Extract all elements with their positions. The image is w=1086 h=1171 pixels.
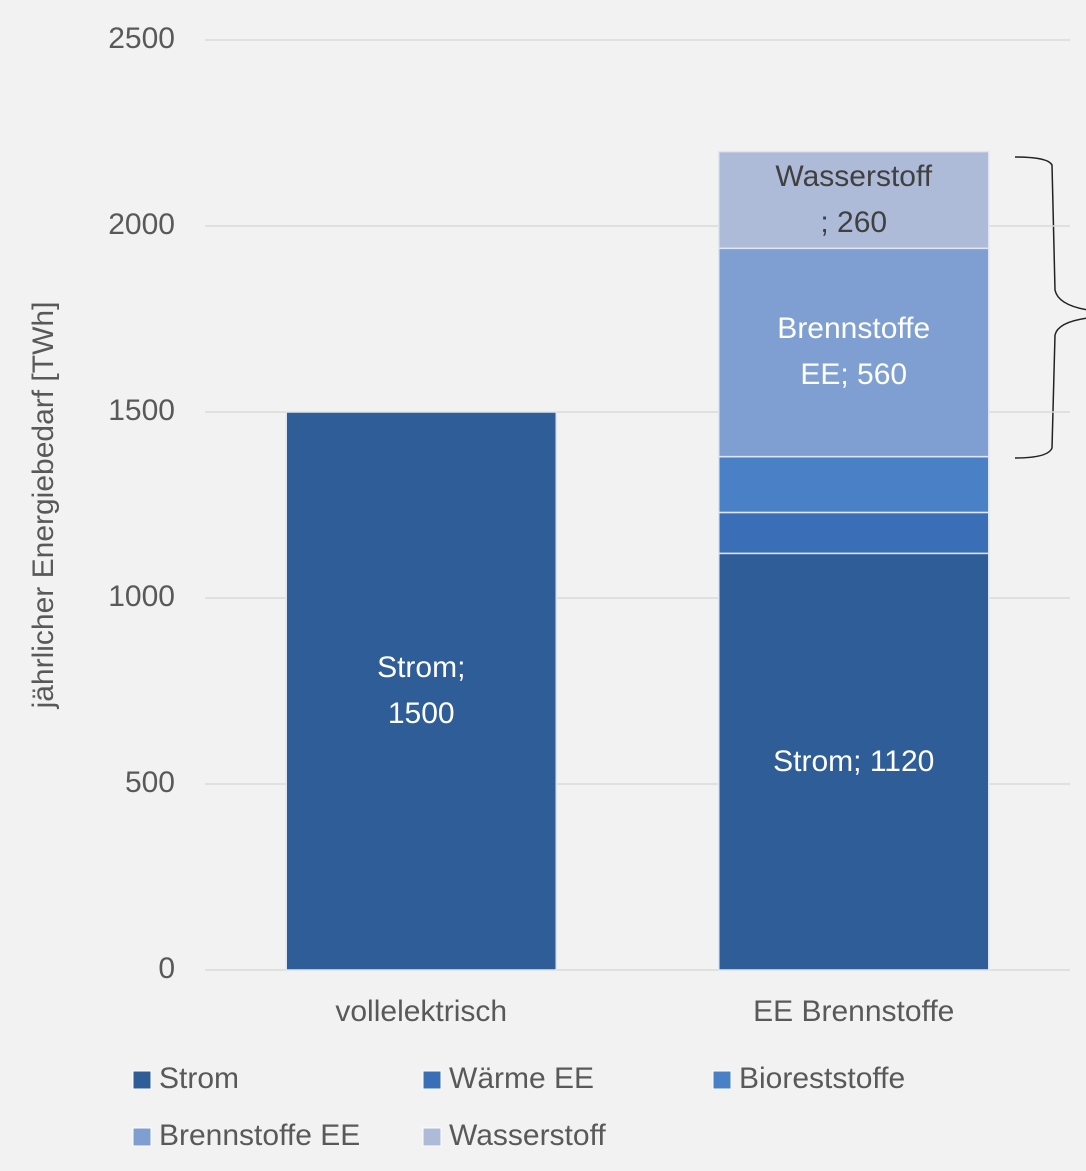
- legend-label: Bioreststoffe: [739, 1062, 905, 1095]
- brace: [1014, 156, 1086, 459]
- bar-segment: [718, 247, 990, 458]
- y-axis-label: jährlicher Energiebedarf [TWh]: [27, 302, 60, 710]
- y-tick-label: 1500: [108, 394, 175, 427]
- y-tick-label: 0: [158, 952, 175, 985]
- data-label: Strom; 1120: [773, 744, 935, 778]
- y-tick-label: 2000: [108, 208, 175, 241]
- bar-segment: [718, 511, 990, 555]
- data-label: Strom; 1500: [377, 651, 466, 730]
- legend-label: Brennstoffe EE: [159, 1119, 360, 1152]
- x-tick-label: vollelektrisch: [335, 995, 507, 1028]
- legend-marker: [422, 1070, 442, 1090]
- bar-segment: [718, 455, 990, 514]
- bar-segment: [285, 411, 557, 971]
- bar-segment: [718, 150, 990, 250]
- data-label: Brennstoffe EE; 560: [777, 312, 931, 392]
- legend-label: Strom: [159, 1062, 239, 1095]
- x-tick-label: EE Brennstoffe: [753, 995, 954, 1028]
- y-tick-label: 500: [125, 766, 175, 799]
- legend-label: Wasserstoff: [449, 1119, 606, 1152]
- y-tick-label: 2500: [108, 22, 175, 55]
- legend-marker: [422, 1127, 442, 1147]
- y-tick-label: 1000: [108, 580, 175, 613]
- legend-marker: [712, 1070, 732, 1090]
- legend-marker: [132, 1070, 152, 1090]
- legend-marker: [132, 1127, 152, 1147]
- legend-label: Wärme EE: [449, 1062, 594, 1095]
- data-label: Wasserstoff ; 260: [775, 159, 933, 239]
